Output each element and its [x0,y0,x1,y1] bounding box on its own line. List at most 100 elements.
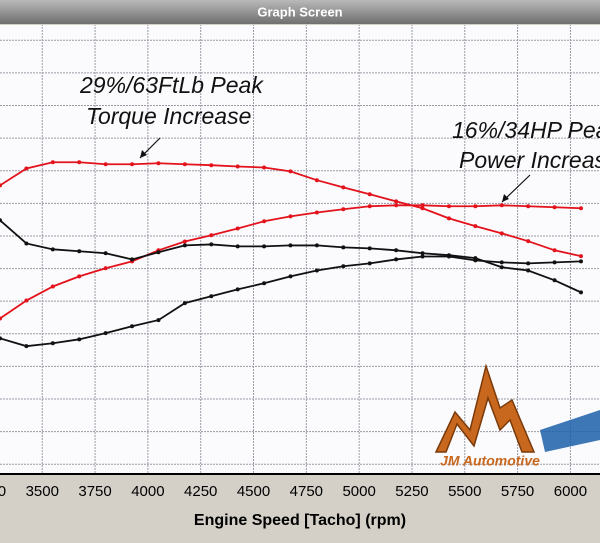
point [473,258,478,263]
point [50,247,55,252]
x-tick-label: 6000 [554,483,587,500]
point [50,284,55,289]
point [420,203,425,208]
point [235,244,240,249]
x-tick-label: 5500 [448,483,481,500]
point [552,205,557,210]
point [209,242,214,247]
point [156,250,161,255]
point [526,239,531,244]
point [578,206,583,211]
point [499,231,504,236]
point [367,246,372,251]
point [235,287,240,292]
point [314,268,319,273]
point [103,331,108,336]
point [314,210,319,215]
point [394,257,399,262]
point [341,264,346,269]
logo: JM Automotive [434,363,600,469]
x-tick-label: 4000 [131,483,164,500]
point [24,166,29,171]
point [103,266,108,271]
point [156,161,161,166]
point [367,261,372,266]
point [24,344,29,349]
point [77,249,82,254]
point [130,257,135,262]
point [103,251,108,256]
logo-shape [434,363,536,453]
point [499,203,504,208]
point [341,245,346,250]
point [156,318,161,323]
annotation: Torque Increase [86,103,251,129]
point [262,244,267,249]
point [499,265,504,270]
point [182,301,187,306]
arrow-head [140,150,147,158]
x-tick-label: 5250 [395,483,428,500]
point [552,278,557,283]
point [262,165,267,170]
point [288,274,293,279]
x-tick-label: 3750 [78,483,111,500]
point [0,336,2,341]
point [0,218,2,223]
annotation: Power Increase [459,147,600,173]
point [526,268,531,273]
logo-text: JM Automotive [440,453,540,469]
point [420,206,425,211]
x-tick-label: 3500 [26,483,59,500]
point [394,199,399,204]
x-axis-band [0,474,600,543]
point [209,233,214,238]
point [77,274,82,279]
point [262,281,267,286]
point [235,226,240,231]
x-tick-label: 3250 [0,483,6,500]
point [394,203,399,208]
window-title: Graph Screen [257,4,342,19]
point [182,243,187,248]
point [341,207,346,212]
point [446,254,451,259]
point [0,316,2,321]
point [262,219,267,224]
point [24,298,29,303]
annotations: 29%/63FtLb Peak Torque Increase 16%/34HP… [79,72,600,203]
x-tick-label: 4750 [290,483,323,500]
point [77,160,82,165]
point [394,248,399,253]
point [578,259,583,264]
x-tick-label: 5750 [501,483,534,500]
point [367,204,372,209]
arrow-head [502,194,509,202]
point [0,183,2,188]
logo-blue [540,410,600,452]
curves [0,160,583,349]
point [526,204,531,209]
point [473,204,478,209]
point [314,178,319,183]
point [420,251,425,256]
point [367,192,372,197]
point [24,241,29,246]
point [578,254,583,259]
point [50,160,55,165]
point [552,260,557,265]
point [235,164,240,169]
point [209,294,214,299]
point [341,185,346,190]
x-tick-label: 5000 [342,483,375,500]
point [130,162,135,167]
point [288,169,293,174]
point [499,260,504,265]
point [446,216,451,221]
point [209,163,214,168]
title-bar [0,0,600,24]
point [182,239,187,244]
point [288,214,293,219]
x-ticks: 3250 3500 3750 4000 4250 4500 4750 5000 5250 5500… [0,483,587,500]
